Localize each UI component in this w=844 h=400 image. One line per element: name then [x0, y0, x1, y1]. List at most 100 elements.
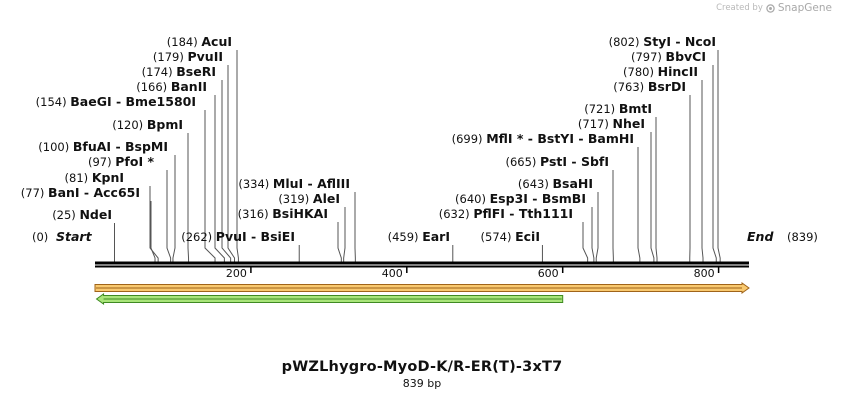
site-label: (120) BpmI	[112, 117, 183, 132]
site-position: (780)	[623, 65, 658, 79]
site-position: (120)	[112, 118, 147, 132]
site-label: (77) BanI - Acc65I	[21, 185, 140, 200]
site-label: (780) HincII	[623, 64, 698, 79]
site-label: (81) KpnI	[65, 170, 124, 185]
enzyme-name: BanI	[48, 185, 80, 200]
site-label: (802) StyI - NcoI	[609, 34, 716, 49]
enzyme-name: PfoI *	[115, 154, 154, 169]
site-line	[214, 95, 225, 262]
site-line	[701, 80, 704, 262]
enzyme-name: - NcoI	[671, 34, 716, 49]
enzyme-name: - SbfI	[567, 154, 609, 169]
site-position: (797)	[631, 50, 666, 64]
enzyme-name: PstI	[540, 154, 567, 169]
enzyme-name: - AflIII	[303, 176, 350, 191]
site-label: (797) BbvCI	[631, 49, 706, 64]
site-label: (262) PvuI - BsiEI	[181, 229, 295, 244]
site-label: (174) BseRI	[142, 64, 216, 79]
site-position: (802)	[609, 35, 644, 49]
site-position: (166)	[136, 80, 171, 94]
site-label: (334) MluI - AflIII	[238, 176, 350, 191]
enzyme-name: NdeI	[79, 207, 112, 222]
ruler-tick-label: 600	[538, 267, 559, 280]
end-position: (839)	[787, 230, 818, 244]
site-position: (97)	[88, 155, 115, 169]
enzyme-name: BpmI	[147, 117, 183, 132]
watermark-brand: SnapGene	[777, 2, 832, 14]
site-label: (640) Esp3I - BsmBI	[455, 191, 586, 206]
site-position: (643)	[518, 177, 553, 191]
enzyme-name: HincII	[658, 64, 698, 79]
site-label: (763) BsrDI	[613, 79, 686, 94]
ruler-ticks: 200 400 600 800	[226, 267, 720, 280]
site-label: (574) EciI	[481, 229, 540, 244]
enzyme-name: KpnI	[92, 170, 124, 185]
start-label: Start	[56, 229, 93, 244]
site-line	[717, 50, 721, 262]
enzyme-name: - BsmBI	[528, 191, 586, 206]
site-position: (25)	[52, 208, 79, 222]
site-position: (574)	[481, 230, 516, 244]
snapgene-watermark: Created by SnapGene	[716, 2, 832, 14]
site-label: (154) BaeGI - Bme1580I	[36, 94, 196, 109]
site-position: (184)	[167, 35, 202, 49]
site-position: (763)	[613, 80, 648, 94]
site-line	[221, 80, 232, 262]
enzyme-name: - Bme1580I	[112, 94, 196, 109]
site-line	[172, 155, 176, 262]
site-label: (643) BsaHI	[518, 176, 593, 191]
enzyme-name: - BspMI	[111, 139, 168, 154]
site-label: (100) BfuAI - BspMI	[38, 139, 168, 154]
enzyme-name: BseRI	[176, 64, 216, 79]
site-line	[343, 207, 346, 262]
start-marker: (0) Start	[32, 229, 93, 244]
site-label: (665) PstI - SbfI	[505, 154, 609, 169]
ruler-tick-label: 200	[226, 267, 247, 280]
enzyme-name: MflI *	[486, 131, 524, 146]
snapgene-logo-icon	[766, 3, 775, 13]
enzyme-name: NheI	[613, 116, 646, 131]
site-line	[591, 207, 595, 262]
site-position: (632)	[439, 207, 474, 221]
enzyme-name: - BstYI	[523, 131, 574, 146]
site-position: (262)	[181, 230, 216, 244]
site-line	[655, 117, 658, 262]
enzyme-name: - BamHI	[574, 131, 634, 146]
enzyme-name: BmtI	[619, 101, 652, 116]
enzyme-name: Esp3I	[490, 191, 528, 206]
site-position: (81)	[65, 171, 92, 185]
enzyme-name: BsrDI	[648, 79, 686, 94]
enzyme-name: BbvCI	[666, 49, 706, 64]
site-label: (184) AcuI	[167, 34, 232, 49]
site-label: (179) PvuII	[153, 49, 223, 64]
ruler-tick-label: 800	[694, 267, 715, 280]
end-marker: End (839)	[747, 229, 818, 244]
site-line	[149, 186, 159, 262]
site-line	[595, 192, 599, 262]
site-line	[650, 132, 655, 262]
site-label: (166) BanII	[136, 79, 207, 94]
site-label: (25) NdeI	[52, 207, 112, 222]
site-line	[582, 222, 589, 262]
site-label: (717) NheI	[578, 116, 645, 131]
site-line	[187, 133, 190, 262]
site-lines	[113, 50, 721, 262]
enzyme-name: EciI	[515, 229, 540, 244]
site-position: (459)	[388, 230, 423, 244]
site-line	[166, 170, 172, 262]
map-length: 839 bp	[402, 377, 442, 390]
enzyme-name: - Tth111I	[505, 206, 573, 221]
site-position: (77)	[21, 186, 48, 200]
watermark-created-by: Created by	[716, 3, 763, 13]
site-label: (459) EarI	[388, 229, 450, 244]
site-position: (174)	[142, 65, 177, 79]
enzyme-name: StyI	[643, 34, 671, 49]
enzyme-name: EarI	[422, 229, 450, 244]
site-position: (316)	[238, 207, 273, 221]
ruler-tick-label: 400	[382, 267, 403, 280]
site-line	[150, 201, 156, 262]
enzyme-name: MluI	[273, 176, 303, 191]
site-labels: (25) NdeI (77) BanI - Acc65I(81) KpnI(97)…	[21, 34, 716, 244]
site-line	[204, 110, 216, 262]
